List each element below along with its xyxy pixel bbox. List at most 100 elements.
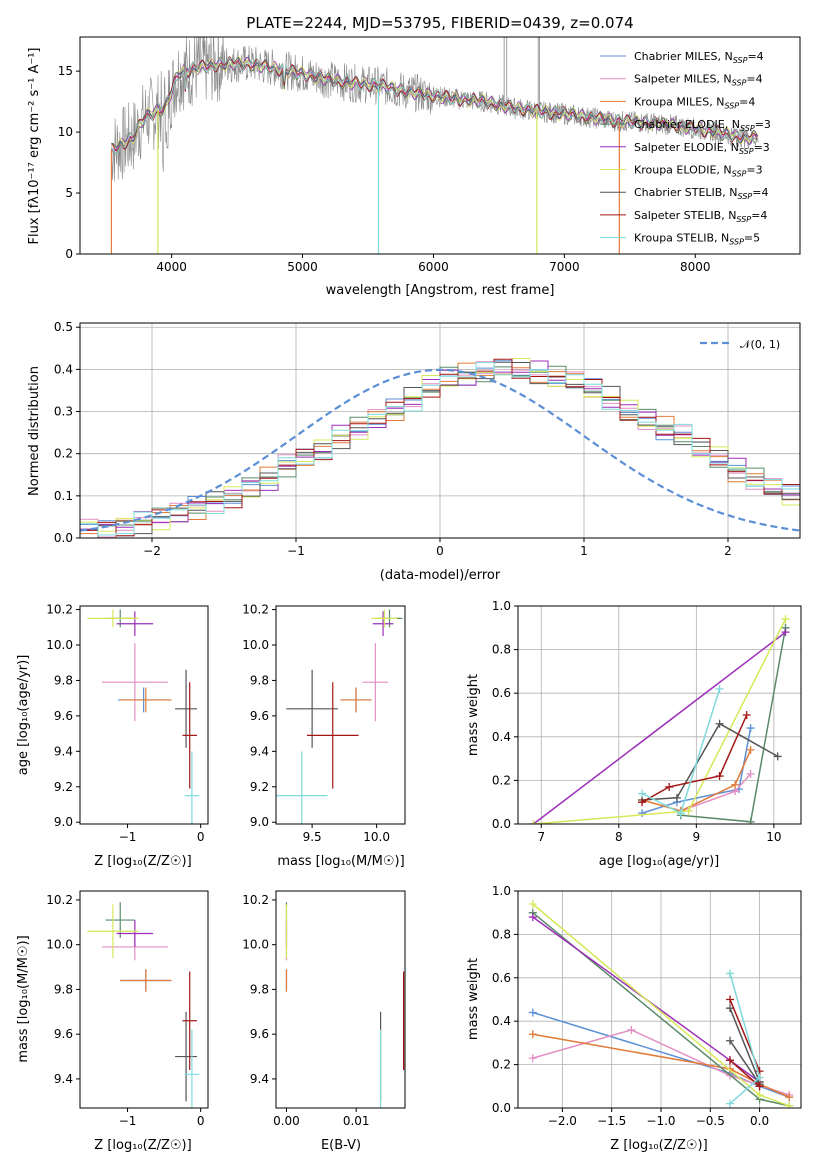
mass-z-frame: −1 0 9.4 9.6 9.8 10.0 10.2 bbox=[46, 890, 209, 1128]
spectrum-xtick-label: 7000 bbox=[549, 260, 580, 274]
age-mass-xlabel: mass [log₁₀(M/M☉)] bbox=[277, 854, 404, 869]
mass-ebv-xtick-label: 0.00 bbox=[273, 1114, 300, 1128]
mass-weight-marker bbox=[746, 745, 755, 754]
age-z-plot-area bbox=[87, 609, 200, 824]
age-z-ytick-label: 9.4 bbox=[54, 744, 73, 758]
mass-weight-marker bbox=[731, 780, 740, 789]
normal-curve bbox=[80, 368, 800, 532]
mass-weight-marker bbox=[528, 1054, 537, 1063]
age-mass-xtick-label: 9.5 bbox=[303, 830, 322, 844]
mass-z-xtick-label: 0 bbox=[197, 1114, 205, 1128]
spectrum-axes: 4000 5000 6000 7000 8000 0 5 10 15 bbox=[58, 36, 801, 274]
mass-weight-marker bbox=[742, 711, 751, 719]
age-z-ytick-label: 9.0 bbox=[54, 815, 73, 829]
weight-z-ytick-label: 0.0 bbox=[492, 1101, 511, 1115]
weight-z-plot-area bbox=[528, 900, 794, 1108]
mass-weight-marker bbox=[773, 752, 782, 761]
weight-age-ytick-label: 0.4 bbox=[492, 730, 511, 744]
age-z-xlabel: Z [log₁₀(Z/Z☉)] bbox=[94, 854, 191, 869]
age-z-ytick-label: 9.6 bbox=[54, 709, 73, 723]
mass-weight-marker bbox=[746, 724, 755, 733]
mass-z-xlabel: Z [log₁₀(Z/Z☉)] bbox=[94, 1138, 191, 1153]
spectrum-spine bbox=[79, 36, 801, 255]
mass-z-ytick-label: 10.2 bbox=[46, 893, 73, 907]
age-mass-ytick-label: 9.2 bbox=[250, 780, 269, 794]
normal-legend-label: 𝒩(0, 1) bbox=[740, 338, 780, 351]
mass-weight-marker bbox=[746, 769, 755, 778]
age-z-ytick-label: 10.0 bbox=[46, 638, 73, 652]
weight-age-xtick-label: 9 bbox=[693, 830, 701, 844]
weight-z-xtick-label: −1.5 bbox=[597, 1114, 626, 1128]
residuals-ylabel: Normed distribution bbox=[27, 366, 42, 496]
mass-weight-marker bbox=[529, 820, 538, 824]
residuals-ytick-label: 0.3 bbox=[54, 405, 73, 419]
mass-ebv-ytick-label: 10.2 bbox=[242, 893, 269, 907]
weight-z-ytick-label: 0.8 bbox=[492, 927, 511, 941]
weight-z-xtick-label: −0.5 bbox=[696, 1114, 725, 1128]
mass-weight-marker bbox=[726, 995, 735, 1004]
mass-ebv-ytick-label: 9.8 bbox=[250, 982, 269, 996]
mass-weight-marker bbox=[726, 1036, 735, 1045]
mass-weight-line bbox=[642, 722, 779, 801]
mass-weight-marker bbox=[528, 913, 537, 922]
mass-ebv-plot-area bbox=[285, 902, 405, 1108]
mass-weight-marker bbox=[638, 809, 647, 818]
mass-weight-marker bbox=[746, 817, 755, 824]
weight-age-ytick-label: 0.8 bbox=[492, 643, 511, 657]
model-spectrum bbox=[111, 57, 758, 150]
age-mass-ytick-label: 9.4 bbox=[250, 744, 269, 758]
age-z-xtick-label: −1 bbox=[119, 830, 137, 844]
spectrum-ytick-label: 0 bbox=[65, 247, 73, 261]
residuals-ytick-label: 0.2 bbox=[54, 447, 73, 461]
mass-weight-marker bbox=[684, 806, 693, 815]
mass-weight-line bbox=[532, 1033, 790, 1098]
spectrum-xtick-label: 8000 bbox=[680, 260, 711, 274]
residuals-xlabel: (data-model)/error bbox=[380, 568, 501, 583]
residuals-ytick-label: 0.0 bbox=[54, 531, 73, 545]
spectrum-xtick-label: 5000 bbox=[287, 260, 318, 274]
weight-age-ytick-label: 1.0 bbox=[492, 599, 511, 613]
residuals-axes: −2 −1 0 1 2 0.0 0.1 0.2 0.3 0.4 0.5 bbox=[54, 320, 801, 558]
mass-weight-marker bbox=[528, 900, 537, 909]
age-mass-axes: 9.5 10.0 9.0 9.2 9.4 9.6 9.8 10.0 10.2 bbox=[242, 603, 406, 844]
mass-weight-marker bbox=[715, 684, 724, 693]
legend-entry: Chabrier MILES, NSSP=4 bbox=[634, 50, 764, 65]
age-z-ytick-label: 9.2 bbox=[54, 780, 73, 794]
weight-age-ytick-label: 0.0 bbox=[492, 817, 511, 831]
mass-ebv-xtick-label: 0.01 bbox=[343, 1114, 370, 1128]
weight-age-xtick-label: 10 bbox=[766, 830, 781, 844]
residuals-xtick-label: 1 bbox=[580, 544, 588, 558]
mass-weight-marker bbox=[781, 628, 790, 637]
residuals-xtick-label: 2 bbox=[724, 544, 732, 558]
age-mass-spine bbox=[275, 605, 406, 825]
age-z-xtick-label: 0 bbox=[197, 830, 205, 844]
residuals-plot-area bbox=[80, 358, 800, 538]
weight-age-axes: 7 8 9 10 0.0 0.2 0.4 0.6 0.8 1.0 bbox=[492, 599, 802, 844]
weight-z-ylabel: mass weight bbox=[466, 958, 481, 1040]
mass-z-plot-area bbox=[87, 902, 200, 1108]
age-mass-xtick-label: 10.0 bbox=[363, 830, 390, 844]
mass-weight-line bbox=[533, 631, 786, 824]
age-mass-ytick-label: 9.6 bbox=[250, 709, 269, 723]
spectrum-xlabel: wavelength [Angstrom, rest frame] bbox=[326, 283, 555, 298]
mass-weight-marker bbox=[781, 615, 790, 624]
residual-histogram bbox=[80, 358, 800, 537]
mass-ebv-axes: 0.00 0.01 9.4 9.6 9.8 10.0 10.2 bbox=[242, 890, 406, 1128]
mass-weight-line bbox=[641, 749, 752, 812]
legend-entry: Kroupa STELIB, NSSP=5 bbox=[634, 232, 760, 247]
model-spectrum bbox=[111, 56, 758, 152]
mass-weight-marker bbox=[726, 1056, 735, 1065]
mass-weight-marker bbox=[627, 1025, 636, 1034]
spectrum-ytick-label: 15 bbox=[58, 64, 73, 78]
legend-entry: Kroupa ELODIE, NSSP=3 bbox=[634, 164, 763, 179]
spectrum-frame: 4000 5000 6000 7000 8000 0 5 10 15 bbox=[58, 36, 801, 274]
mass-z-ytick-label: 9.8 bbox=[54, 982, 73, 996]
mass-weight-marker bbox=[638, 789, 647, 798]
weight-z-ytick-label: 0.4 bbox=[492, 1014, 511, 1028]
age-z-frame: −1 0 9.0 9.2 9.4 9.6 9.8 10.0 10.2 bbox=[46, 603, 209, 844]
weight-age-spine bbox=[517, 605, 802, 825]
age-mass-ytick-label: 10.2 bbox=[242, 603, 269, 617]
age-z-axes: −1 0 9.0 9.2 9.4 9.6 9.8 10.0 10.2 bbox=[46, 603, 209, 844]
weight-age-ytick-label: 0.2 bbox=[492, 773, 511, 787]
